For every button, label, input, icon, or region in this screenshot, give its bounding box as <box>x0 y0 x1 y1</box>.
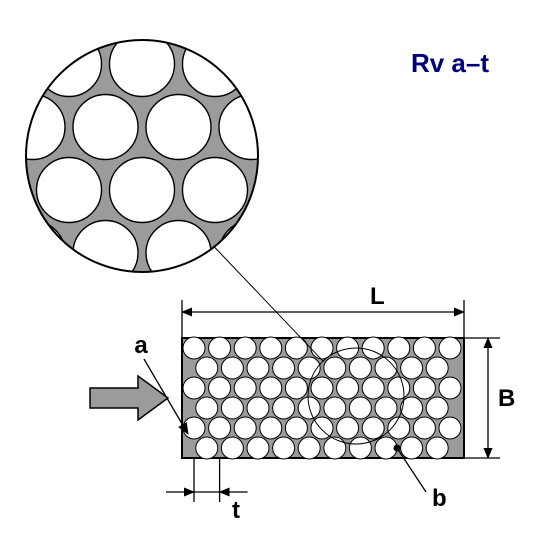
hole <box>413 417 435 439</box>
hole <box>388 377 410 399</box>
hole <box>439 417 461 439</box>
hole <box>273 357 295 379</box>
hole <box>247 397 269 419</box>
hole <box>439 377 461 399</box>
hole <box>349 397 371 419</box>
hole <box>413 377 435 399</box>
hole <box>426 397 448 419</box>
hole <box>285 377 307 399</box>
hole <box>413 337 435 359</box>
direction-arrow <box>90 376 168 420</box>
hole <box>196 437 218 459</box>
hole <box>285 337 307 359</box>
hole <box>311 377 333 399</box>
hole <box>324 357 346 379</box>
hole <box>209 377 231 399</box>
hole <box>349 357 371 379</box>
hole <box>349 437 371 459</box>
hole <box>234 417 256 439</box>
hole <box>196 357 218 379</box>
hole <box>260 417 282 439</box>
hole <box>388 337 410 359</box>
hole <box>337 417 359 439</box>
hole <box>260 377 282 399</box>
hole <box>183 377 205 399</box>
hole <box>273 397 295 419</box>
leader-label-b: b <box>432 485 447 512</box>
hole <box>183 417 205 439</box>
hole <box>260 337 282 359</box>
hole <box>426 437 448 459</box>
hole <box>362 417 384 439</box>
hole <box>324 397 346 419</box>
hole <box>209 417 231 439</box>
hole <box>439 337 461 359</box>
hole <box>247 357 269 379</box>
hole <box>401 357 423 379</box>
hole <box>426 357 448 379</box>
hole <box>234 377 256 399</box>
hole <box>375 397 397 419</box>
magnifier-view <box>0 0 357 349</box>
hole <box>388 417 410 439</box>
hole <box>362 377 384 399</box>
hole <box>324 437 346 459</box>
perforated-plate <box>182 337 464 459</box>
hole <box>221 437 243 459</box>
hole <box>196 397 218 419</box>
dimension-label-t: t <box>232 497 240 524</box>
hole <box>285 417 307 439</box>
dimension-label-L: L <box>370 283 385 310</box>
hole <box>273 437 295 459</box>
hole <box>221 357 243 379</box>
hole <box>209 337 231 359</box>
leader-label-a: a <box>134 332 148 359</box>
hole <box>221 397 243 419</box>
hole <box>362 337 384 359</box>
hole <box>375 357 397 379</box>
hole <box>234 337 256 359</box>
hole <box>298 437 320 459</box>
hole <box>337 377 359 399</box>
dimension-label-B: B <box>498 385 515 412</box>
hole <box>247 437 269 459</box>
hole <box>183 337 205 359</box>
hole <box>401 437 423 459</box>
title-label: Rv a–t <box>411 48 489 78</box>
